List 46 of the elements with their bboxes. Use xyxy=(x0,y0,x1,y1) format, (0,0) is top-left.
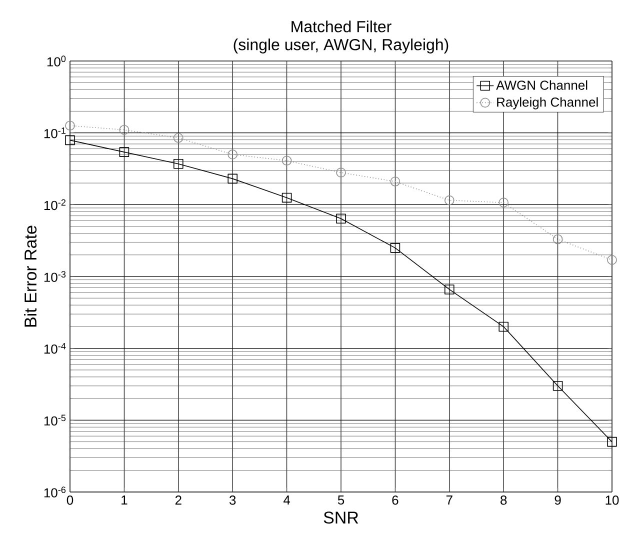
y-tick-label: 10$^{-5}$ xyxy=(44,414,66,426)
x-tick-label: 4 xyxy=(283,496,290,504)
point xyxy=(552,381,563,391)
point xyxy=(228,174,238,184)
point xyxy=(607,436,617,447)
y-tick-label: 10$^{-1}$ xyxy=(44,127,66,138)
y-axis-title: Bit Error Rate xyxy=(24,226,37,327)
x-axis-title: SNR xyxy=(324,512,358,524)
point xyxy=(552,234,563,244)
x-tick-label: 3 xyxy=(229,496,236,505)
x-tick-label: 10 xyxy=(606,496,619,505)
legend-label: Rayleigh Channel xyxy=(497,97,598,110)
y-tick-label: 10$^{-3}$ xyxy=(44,271,66,282)
point xyxy=(498,198,508,208)
point xyxy=(174,133,184,143)
x-tick-label: 9 xyxy=(554,496,561,505)
point xyxy=(282,192,292,203)
y-tick-label: 10$^{0}$ xyxy=(47,56,66,66)
point xyxy=(228,150,238,160)
point xyxy=(119,147,130,157)
point xyxy=(174,158,184,169)
point xyxy=(498,322,508,332)
point xyxy=(282,156,292,166)
point xyxy=(119,124,130,135)
point xyxy=(336,168,346,178)
point xyxy=(65,135,75,146)
x-tick-label: 5 xyxy=(338,496,344,505)
point xyxy=(444,284,454,294)
x-tick-label: 7 xyxy=(446,496,452,504)
chart-subtitle: (single user, AWGN, Rayleigh) xyxy=(234,38,448,54)
x-tick-label: 2 xyxy=(175,496,182,505)
y-tick-label: 10$^{-4}$ xyxy=(44,342,66,354)
point xyxy=(336,214,346,224)
y-tick-label: 10$^{-6}$ xyxy=(44,486,66,498)
point xyxy=(390,176,400,186)
legend-label: AWGN Channel xyxy=(496,80,588,90)
x-tick-label: 1 xyxy=(122,496,128,504)
point xyxy=(390,243,400,253)
point xyxy=(607,255,617,265)
point xyxy=(65,120,75,131)
y-tick-label: 10$^{-2}$ xyxy=(44,199,66,210)
x-tick-label: 6 xyxy=(392,496,398,505)
chart-title: Matched Filter xyxy=(292,20,392,32)
point xyxy=(444,195,454,206)
x-tick-label: 8 xyxy=(500,496,507,505)
x-tick-label: 0 xyxy=(66,496,74,505)
